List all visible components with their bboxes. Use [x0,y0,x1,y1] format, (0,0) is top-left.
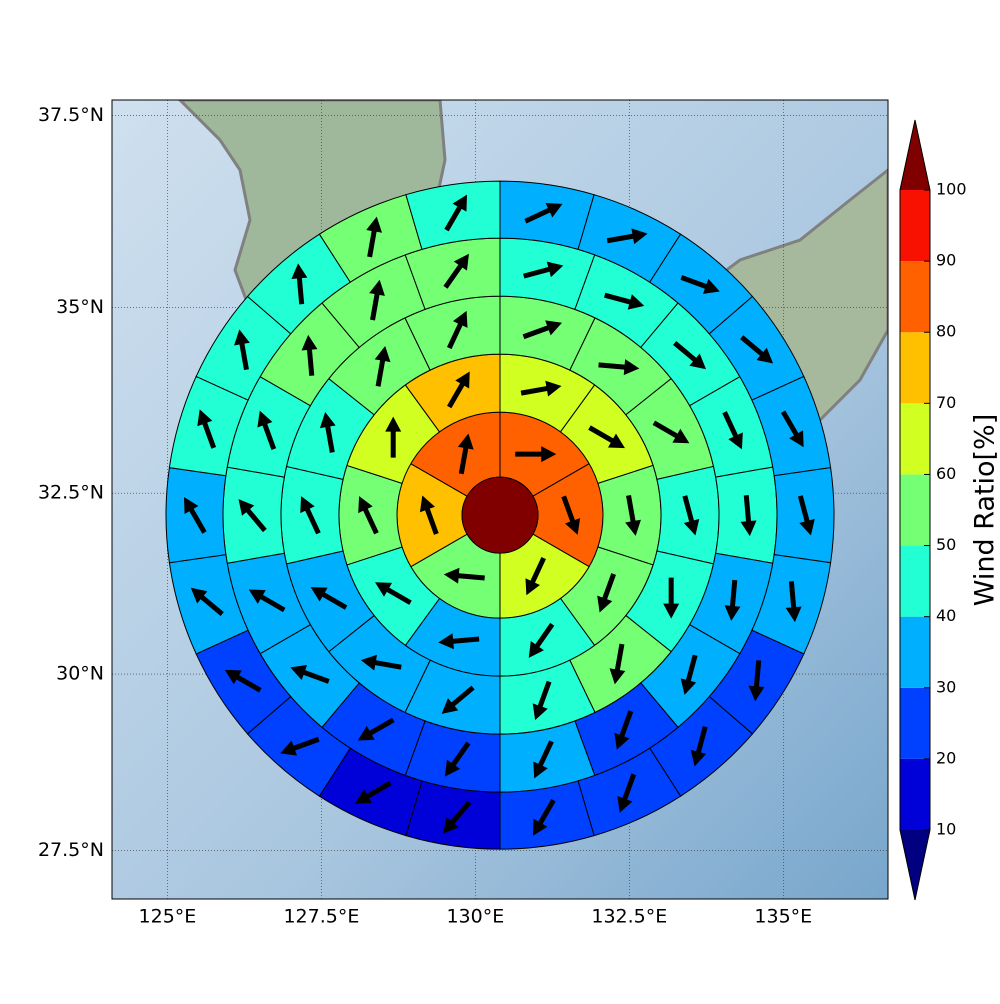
colorbar-segment [900,332,930,403]
colorbar-title: Wind Ratio[%] [970,414,1000,606]
colorbar-tick-label: 30 [936,677,956,696]
colorbar-tick-label: 50 [936,535,956,554]
colorbar-segment [900,688,930,759]
colorbar-tick-label: 10 [936,820,956,839]
colorbar-tick-label: 90 [936,251,956,270]
colorbar-tick-label: 100 [936,180,967,199]
colorbar-tick-label: 80 [936,322,956,341]
colorbar-segment [900,261,930,332]
x-tick-label: 125°E [139,906,197,928]
x-tick-label: 135°E [754,906,812,928]
y-tick-label: 27.5°N [38,839,104,861]
x-tick-label: 127.5°E [283,906,359,928]
colorbar-tick-label: 20 [936,748,956,767]
x-tick-label: 130°E [446,906,504,928]
colorbar-segment [900,190,930,261]
center-cell [462,477,538,553]
y-tick-label: 37.5°N [38,104,104,126]
colorbar-tick-label: 60 [936,464,956,483]
colorbar-segment [900,759,930,830]
wind-cells [166,181,834,849]
colorbar-segment [900,403,930,474]
colorbar-segment [900,617,930,688]
y-tick-label: 35°N [56,296,104,318]
y-tick-label: 32.5°N [38,482,104,504]
colorbar-segment [900,546,930,617]
colorbar-over [900,120,930,190]
colorbar: 10 20 30 40 50 60 70 80 90 100 Wind Ratio[%] [900,120,1000,900]
colorbar-tick-label: 70 [936,393,956,412]
colorbar-segment [900,474,930,545]
colorbar-under [900,830,930,900]
colorbar-tick-label: 40 [936,606,956,625]
x-tick-label: 132.5°E [591,906,667,928]
y-tick-label: 30°N [56,663,104,685]
